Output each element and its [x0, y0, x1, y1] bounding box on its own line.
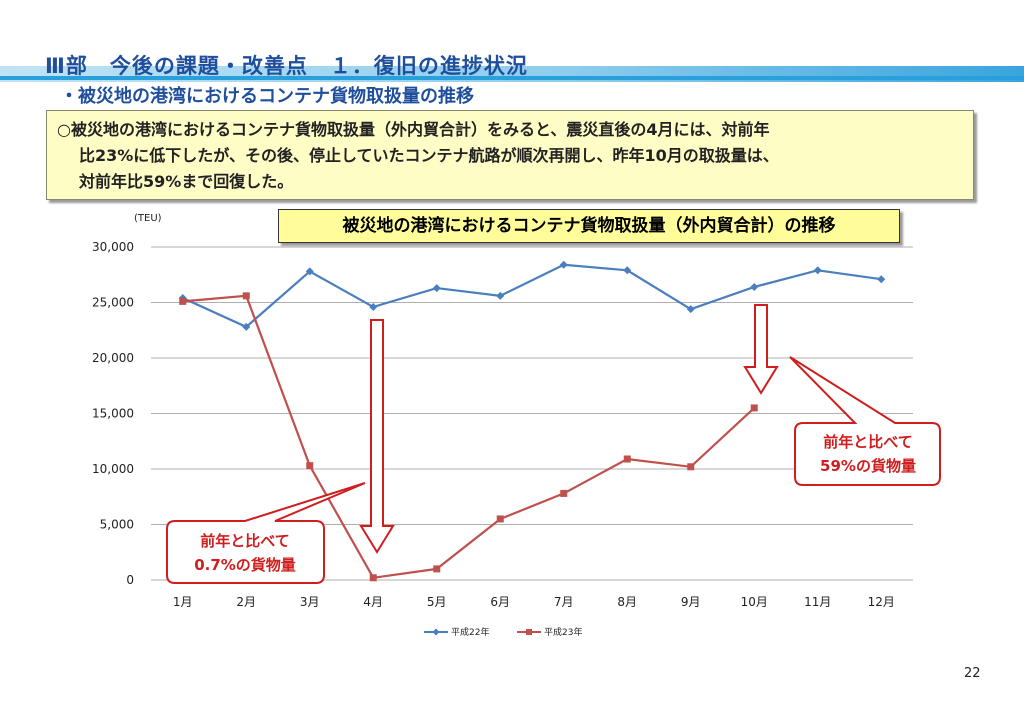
- series-line-2: [182, 294, 755, 579]
- callout-april: [166, 482, 366, 584]
- y-tick-label: 25,000: [92, 296, 134, 310]
- x-tick-label: 2月: [236, 595, 256, 609]
- data-point: [369, 574, 377, 582]
- x-tick-label: 10月: [741, 595, 768, 609]
- legend-label: 平成22年: [451, 626, 489, 638]
- chart-title: 被災地の港湾におけるコンテナ貨物取扱量（外内貿合計）の推移: [278, 209, 900, 243]
- y-tick-label: 15,000: [92, 407, 134, 421]
- data-point: [496, 291, 505, 300]
- callout-april-line-2: 0.7%の貨物量: [194, 556, 296, 574]
- data-point: [687, 463, 695, 471]
- x-tick-label: 12月: [868, 595, 895, 609]
- data-point: [369, 302, 378, 311]
- x-tick-label: 3月: [300, 595, 320, 609]
- data-point: [242, 322, 251, 331]
- callout-october-line-1: 前年と比べて: [823, 433, 912, 451]
- x-tick-label: 7月: [554, 595, 574, 609]
- data-point: [559, 260, 568, 269]
- data-point: [242, 292, 250, 300]
- header-line: [0, 76, 1024, 80]
- data-point: [813, 266, 822, 275]
- summary-box: ○被災地の港湾におけるコンテナ貨物取扱量（外内貿合計）をみると、震災直後の4月に…: [46, 110, 974, 200]
- down-arrow-october: [743, 304, 779, 395]
- x-tick-label: 1月: [173, 595, 193, 609]
- callout-october: [789, 356, 941, 486]
- x-tick-label: 9月: [681, 595, 701, 609]
- y-tick-label: 0: [126, 573, 134, 587]
- page-subtitle: ・被災地の港湾におけるコンテナ貨物取扱量の推移: [60, 86, 474, 107]
- y-tick-label: 10,000: [92, 462, 134, 476]
- data-point: [306, 462, 314, 470]
- data-point: [686, 305, 695, 314]
- legend-label: 平成23年: [544, 626, 582, 638]
- data-point: [305, 267, 314, 276]
- data-point: [877, 275, 886, 284]
- data-point: [432, 284, 441, 293]
- x-tick-label: 5月: [427, 595, 447, 609]
- down-arrow-april: [359, 319, 395, 554]
- summary-line-1: ○被災地の港湾におけるコンテナ貨物取扱量（外内貿合計）をみると、震災直後の4月に…: [57, 120, 770, 139]
- data-point: [750, 282, 759, 291]
- data-point: [496, 515, 504, 523]
- data-point: [750, 404, 758, 412]
- summary-line-3: 対前年比59%まで回復した。: [79, 172, 294, 191]
- y-tick-label: 20,000: [92, 351, 134, 365]
- callout-april-line-1: 前年と比べて: [200, 532, 289, 550]
- x-tick-label: 11月: [804, 595, 831, 609]
- y-tick-label: 30,000: [92, 240, 134, 254]
- data-point: [433, 565, 441, 573]
- data-point: [623, 266, 632, 275]
- data-point: [179, 297, 187, 305]
- y-axis-unit: (TEU): [134, 213, 162, 224]
- page-number: 22: [964, 666, 981, 681]
- callout-october-line-2: 59%の貨物量: [820, 457, 916, 475]
- legend-marker: [526, 629, 532, 635]
- data-point: [560, 489, 568, 497]
- y-tick-label: 5,000: [100, 518, 134, 532]
- data-point: [623, 455, 631, 463]
- summary-line-2: 比23%に低下したが、その後、停止していたコンテナ航路が順次再開し、昨年10月の…: [79, 146, 779, 165]
- page-title: Ⅲ部 今後の課題・改善点 １．復旧の進捗状況: [45, 54, 528, 78]
- series-line-1: [182, 263, 882, 329]
- x-tick-label: 4月: [363, 595, 383, 609]
- legend-marker: [432, 628, 440, 636]
- x-tick-label: 6月: [490, 595, 510, 609]
- x-tick-label: 8月: [617, 595, 637, 609]
